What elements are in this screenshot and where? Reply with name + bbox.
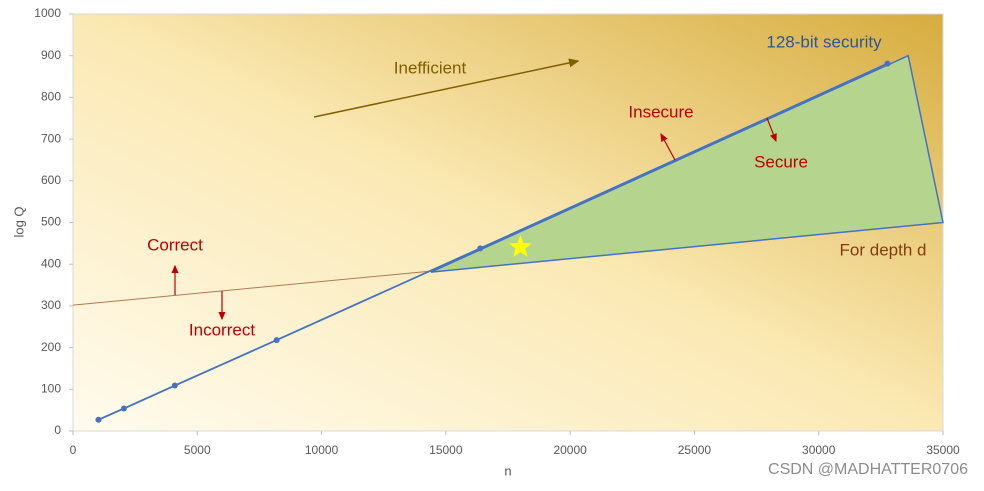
annotation: Inefficient bbox=[394, 58, 467, 77]
star bbox=[509, 235, 532, 257]
y-tick-label: 900 bbox=[41, 48, 61, 62]
x-tick-label: 15000 bbox=[429, 443, 463, 457]
x-tick-label: 20000 bbox=[553, 443, 587, 457]
annotation: Incorrect bbox=[189, 320, 255, 339]
y-axis-label: log Q bbox=[11, 206, 26, 237]
y-tick-label: 700 bbox=[41, 131, 61, 145]
y-tick-label: 1000 bbox=[34, 6, 61, 20]
watermark: CSDN @MADHATTER0706 bbox=[768, 461, 968, 478]
y-tick-label: 600 bbox=[41, 173, 61, 187]
point bbox=[477, 245, 484, 252]
x-tick-label: 10000 bbox=[305, 443, 339, 457]
series-label: For depth d bbox=[840, 240, 927, 259]
x-tick-label: 30000 bbox=[802, 443, 836, 457]
annotation: Insecure bbox=[628, 102, 693, 121]
x-tick-label: 0 bbox=[70, 443, 77, 457]
y-tick-label: 500 bbox=[41, 215, 61, 229]
annotation: Correct bbox=[147, 235, 203, 254]
point bbox=[273, 337, 280, 344]
series-line bbox=[98, 62, 888, 421]
point bbox=[95, 416, 102, 423]
secure-region bbox=[430, 54, 944, 273]
y-tick-label: 0 bbox=[54, 423, 61, 437]
x-tick-label: 5000 bbox=[184, 443, 211, 457]
y-tick-label: 800 bbox=[41, 90, 61, 104]
y-tick-label: 300 bbox=[41, 298, 61, 312]
y-tick-label: 100 bbox=[41, 381, 61, 395]
arrow bbox=[766, 117, 777, 143]
arrow bbox=[313, 58, 580, 118]
point bbox=[120, 405, 127, 412]
x-tick-label: 35000 bbox=[926, 443, 960, 457]
x-tick-label: 25000 bbox=[678, 443, 712, 457]
x-axis-label: n bbox=[504, 463, 511, 478]
y-tick-label: 200 bbox=[41, 340, 61, 354]
point bbox=[884, 60, 891, 67]
y-tick-label: 400 bbox=[41, 256, 61, 270]
annotation: Secure bbox=[754, 152, 808, 171]
series-label: 128-bit security bbox=[766, 32, 882, 51]
arrow bbox=[660, 132, 676, 161]
point bbox=[171, 382, 178, 389]
